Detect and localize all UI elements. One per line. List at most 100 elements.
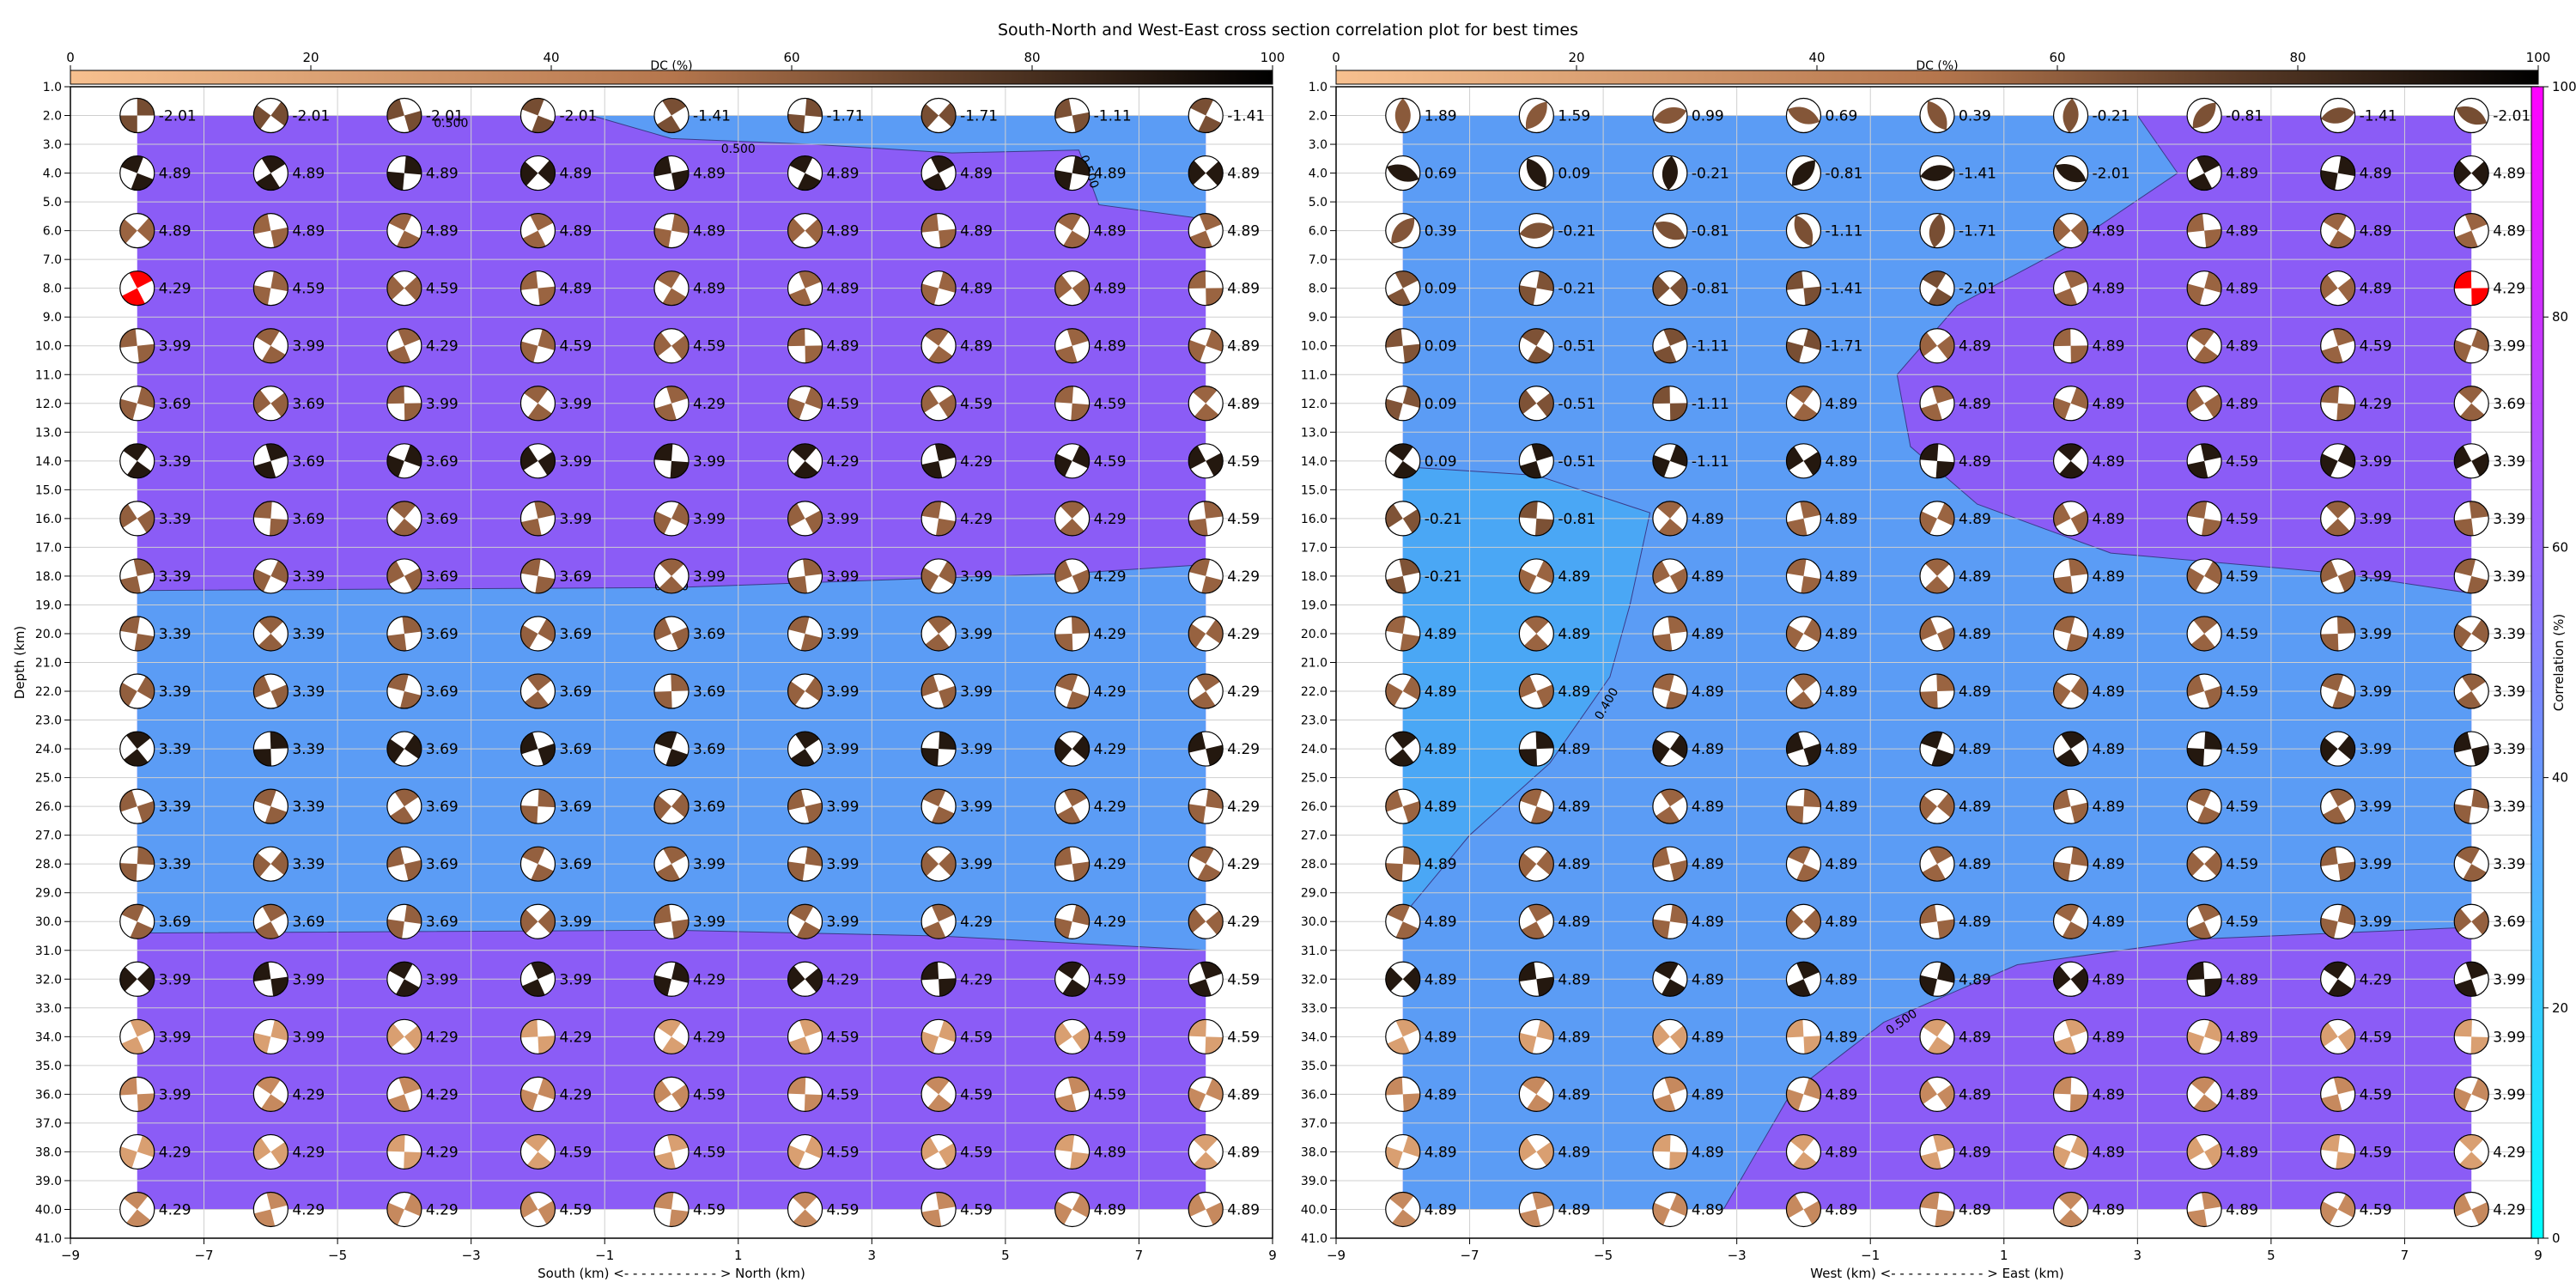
beachball-outline	[1054, 1133, 1091, 1170]
grid-point-label: 4.89	[1825, 683, 1857, 701]
beachball-quadrant	[1188, 159, 1206, 186]
beachball-quadrant	[1188, 804, 1206, 824]
beachball-outline	[920, 443, 957, 479]
beachball-quadrant	[1652, 738, 1670, 765]
beachball-outline	[2453, 1133, 2489, 1170]
beachball-quadrant	[137, 343, 155, 363]
grid-point-label: 4.29	[159, 1144, 191, 1161]
grid-point-label: 4.89	[1227, 396, 1260, 413]
beachball-outline	[1188, 903, 1224, 939]
grid-point-label: 3.39	[2493, 741, 2525, 758]
beachball-outline	[1518, 1018, 1554, 1054]
beachball-quadrant	[2187, 213, 2205, 233]
grid-point-label: 4.89	[1825, 1086, 1857, 1103]
beachball-outline	[1652, 1076, 1688, 1112]
beachball-quadrant	[1652, 1022, 1670, 1049]
beachball-quadrant	[1522, 633, 1550, 651]
grid-point-label: -0.81	[2226, 108, 2263, 125]
beachball-quadrant	[1801, 575, 1821, 593]
beachball-quadrant	[1402, 965, 1420, 993]
beachball-quadrant	[787, 113, 805, 133]
beachball-quadrant	[1054, 1134, 1075, 1152]
beachball-quadrant	[1789, 1134, 1816, 1152]
beachball-quadrant	[669, 1209, 689, 1227]
grid-point-label: 4.89	[1558, 799, 1590, 816]
beachball-outline	[653, 270, 690, 307]
beachball-quadrant	[2053, 861, 2071, 882]
beachball-quadrant	[791, 1192, 818, 1210]
grid-point-label: 4.89	[1558, 1144, 1590, 1161]
grid-point-label: 4.89	[1692, 1144, 1724, 1161]
beachball-outline	[1919, 270, 1955, 307]
beachball-outline	[1054, 270, 1091, 307]
beachball-outline	[252, 97, 289, 134]
grid-point-label: 4.89	[1425, 914, 1457, 931]
y-tick-label: 40.0	[35, 1203, 62, 1217]
beachball-quadrant	[122, 749, 149, 767]
beachball-outline	[252, 1076, 289, 1112]
grid-point-label: 4.59	[559, 338, 592, 355]
grid-point-label: 3.69	[292, 396, 325, 413]
beachball-quadrant	[119, 328, 137, 349]
beachball-outline	[2186, 616, 2222, 652]
beachball-quadrant	[654, 975, 671, 997]
beachball-outline	[2052, 846, 2089, 882]
beachball-quadrant	[671, 169, 689, 191]
beachball-quadrant	[1652, 919, 1670, 939]
y-tick-label: 10.0	[1301, 340, 1327, 354]
beachball-quadrant	[1054, 386, 1074, 404]
dc-tick-label: 0	[66, 50, 75, 65]
grid-point-label: 4.89	[827, 166, 860, 183]
beachball-outline	[1785, 270, 1822, 307]
beachball-quadrant	[805, 802, 823, 824]
beachball-quadrant	[1054, 917, 1072, 939]
grid-point-label: 3.99	[2360, 683, 2392, 701]
y-tick-label: 13.0	[35, 426, 62, 440]
grid-point-label: 3.99	[960, 683, 993, 701]
beachball-quadrant	[1669, 1024, 1687, 1052]
beachball-quadrant	[402, 616, 422, 634]
beachball-quadrant	[1803, 1036, 1821, 1054]
beachball-quadrant	[2053, 575, 2074, 593]
grid-point-label: 4.59	[1094, 396, 1127, 413]
beachball-quadrant	[2192, 616, 2220, 634]
beachball-outline	[920, 1076, 957, 1112]
y-tick-label: 15.0	[35, 483, 62, 497]
grid-point-label: 4.89	[1425, 1086, 1457, 1103]
grid-point-label: 4.59	[1227, 511, 1260, 528]
grid-point-label: 1.89	[1425, 108, 1457, 125]
beachball-quadrant	[1059, 501, 1086, 519]
beachball-outline	[920, 616, 957, 652]
beachball-quadrant	[1669, 904, 1687, 925]
beachball-outline	[519, 616, 556, 652]
beachball-quadrant	[404, 403, 422, 421]
grid-point-label: 4.89	[2360, 166, 2392, 183]
beachball-outline	[1919, 1133, 1955, 1170]
beachball-quadrant	[2320, 633, 2339, 651]
grid-point-label: 4.29	[1094, 626, 1127, 643]
beachball-outline	[1652, 558, 1688, 594]
grid-point-label: 4.59	[426, 281, 459, 298]
beachball-quadrant	[1791, 674, 1819, 692]
beachball-quadrant	[1206, 909, 1224, 937]
grid-point-label: 4.89	[1692, 971, 1724, 988]
beachball-quadrant	[1923, 558, 1951, 576]
grid-point-label: 4.89	[1227, 338, 1260, 355]
beachball-quadrant	[399, 691, 422, 709]
x-tick-label: −1	[1861, 1248, 1880, 1263]
beachball-quadrant	[671, 919, 689, 939]
beachball-outline	[2052, 731, 2089, 767]
grid-point-label: 3.99	[559, 914, 592, 931]
beachball-outline	[2052, 328, 2089, 364]
beachball-quadrant	[2187, 962, 2205, 981]
y-tick-label: 23.0	[35, 714, 62, 728]
beachball-outline	[519, 386, 556, 422]
x-tick-label: −3	[1728, 1248, 1747, 1263]
beachball-outline	[2186, 501, 2222, 537]
y-tick-label: 36.0	[35, 1088, 62, 1102]
beachball-outline	[1054, 961, 1091, 997]
beachball-quadrant	[921, 850, 939, 878]
beachball-quadrant	[1669, 403, 1687, 421]
beachball-outline	[1919, 616, 1955, 652]
grid-point-label: 3.99	[559, 511, 592, 528]
